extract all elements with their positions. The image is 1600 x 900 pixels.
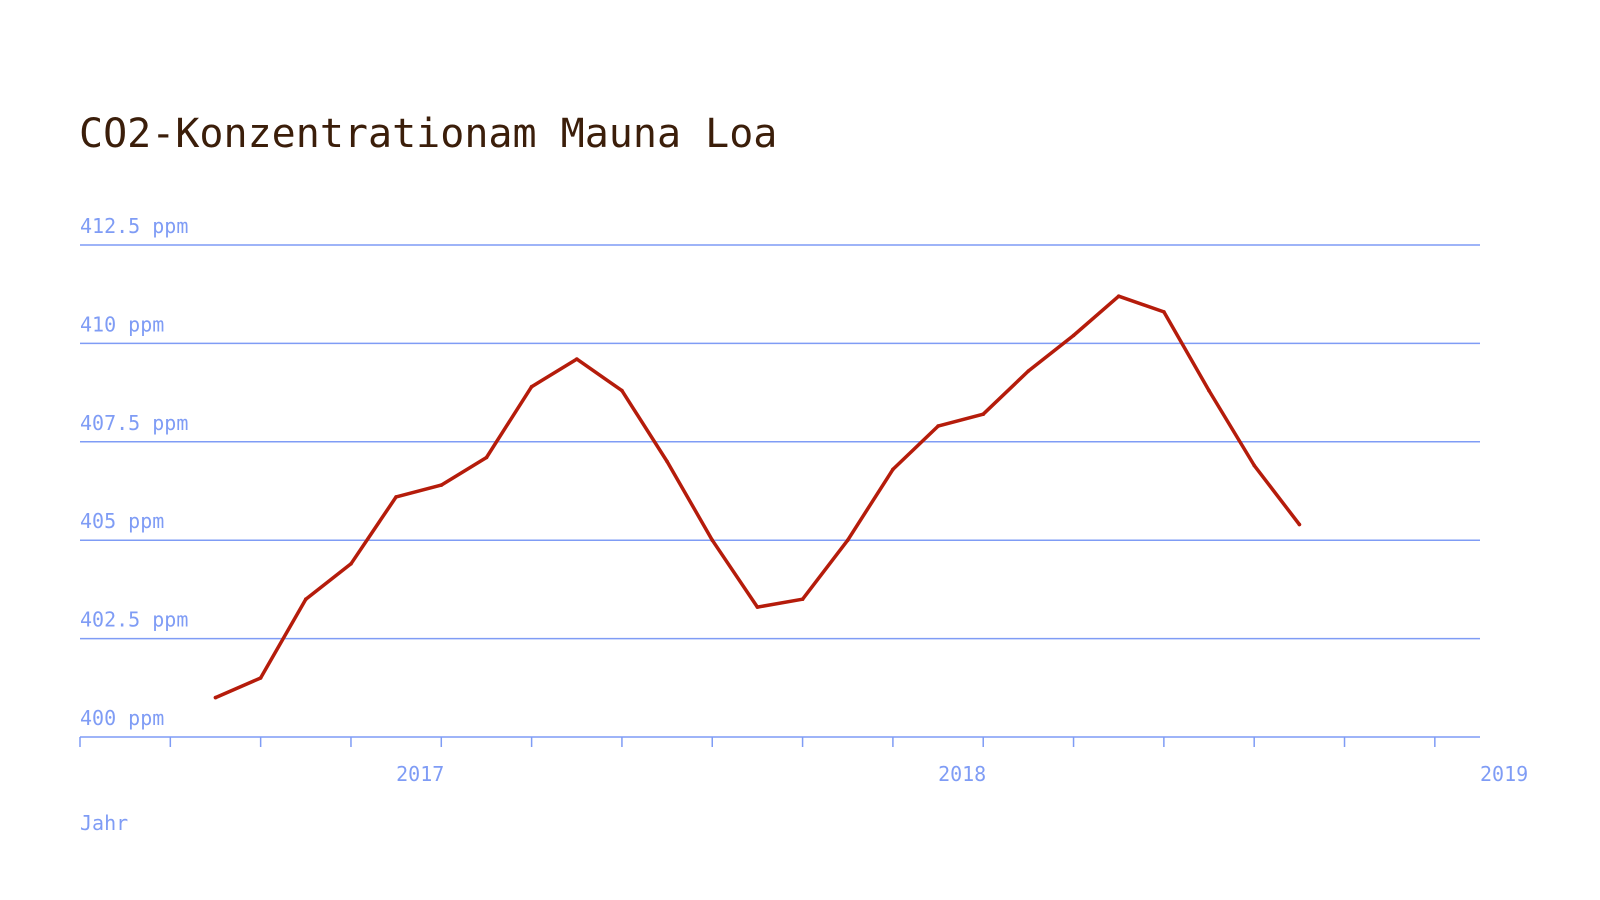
data-point xyxy=(936,424,940,428)
data-point xyxy=(529,384,534,389)
x-axis-title: Jahr xyxy=(80,811,128,835)
data-point xyxy=(1162,310,1166,314)
data-point xyxy=(1116,294,1121,299)
data-point xyxy=(665,459,669,464)
data-point xyxy=(981,412,985,417)
data-point xyxy=(258,676,263,680)
y-tick-label: 407.5 ppm xyxy=(80,411,188,435)
x-axis: 2017 2018 2019 xyxy=(79,736,1528,786)
data-point xyxy=(394,495,398,499)
data-point xyxy=(213,695,218,700)
data-point xyxy=(1297,522,1302,527)
y-tick-label: 410 ppm xyxy=(80,312,164,336)
data-point xyxy=(620,388,624,393)
data-point xyxy=(1026,369,1031,373)
data-point xyxy=(349,562,353,566)
series-layer xyxy=(213,294,1302,700)
chart-title: CO2-Konzentrationam Mauna Loa xyxy=(79,111,778,157)
data-point xyxy=(755,605,760,609)
data-point xyxy=(439,483,444,487)
y-tick-label: 405 ppm xyxy=(80,509,164,533)
data-point xyxy=(800,597,805,601)
y-axis-labels: 400 ppm 402.5 ppm 405 ppm 407.5 ppm 410 ppm 4… xyxy=(80,214,188,730)
data-point xyxy=(710,538,715,542)
x-tick-label: 2019 xyxy=(1480,762,1528,786)
x-tick-label: 2017 xyxy=(396,762,444,786)
y-tick-label: 402.5 ppm xyxy=(80,608,188,632)
data-point xyxy=(1071,333,1076,338)
y-tick-label: 412.5 ppm xyxy=(80,214,188,238)
data-point xyxy=(891,467,895,472)
x-tick-label: 2018 xyxy=(938,762,986,786)
data-point xyxy=(1252,463,1256,468)
series-line xyxy=(213,294,1302,700)
data-point xyxy=(1207,388,1211,393)
data-point xyxy=(484,455,489,460)
data-point xyxy=(845,538,850,542)
y-tick-label: 400 ppm xyxy=(80,706,164,730)
data-point xyxy=(575,357,579,361)
grid-lines xyxy=(80,244,1480,640)
data-point xyxy=(304,597,308,601)
